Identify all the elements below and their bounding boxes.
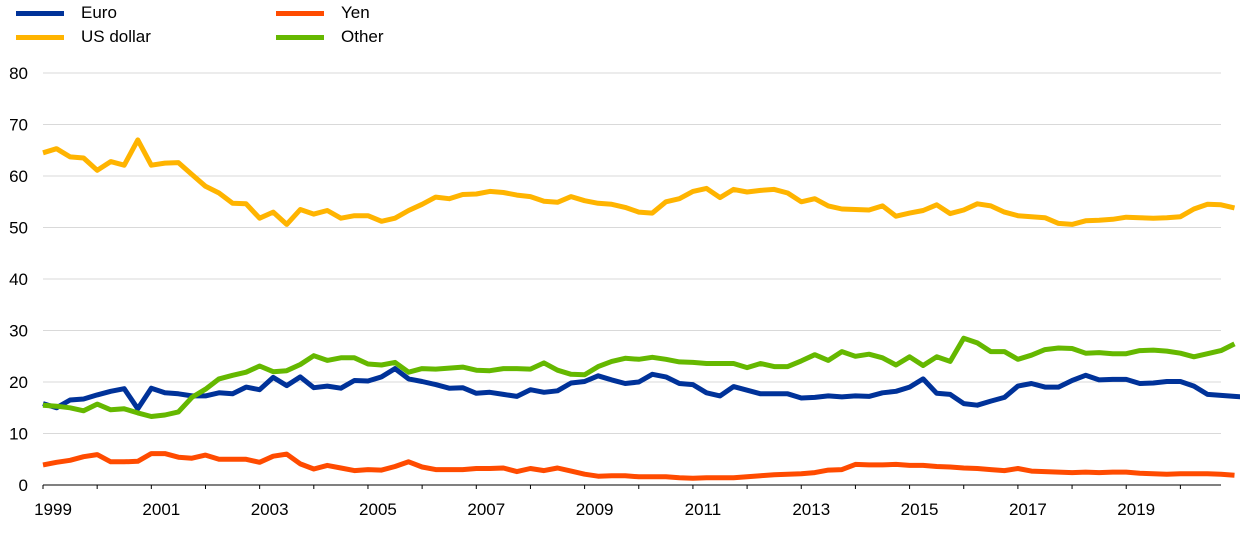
- y-tick-label: 80: [9, 64, 28, 83]
- x-tick-label: 2011: [685, 500, 722, 519]
- legend-item-euro: Euro: [16, 2, 117, 24]
- x-tick-label: 2015: [901, 500, 939, 519]
- x-tick-label: 2013: [792, 500, 830, 519]
- x-tick-label: 2007: [467, 500, 505, 519]
- legend-swatch-other: [276, 34, 324, 40]
- x-tick-label: 2019: [1117, 500, 1155, 519]
- legend-label-yen: Yen: [341, 3, 370, 22]
- x-tick-label: 2009: [576, 500, 614, 519]
- x-tick-label: 2005: [359, 500, 397, 519]
- x-axis: [42, 484, 1221, 489]
- legend-item-us-dollar: US dollar: [16, 26, 151, 48]
- series-line-other: [42, 335, 1236, 419]
- x-tick-label: 2017: [1009, 500, 1047, 519]
- y-axis: 0 10 20 30 40 50 60 70 80: [9, 64, 28, 495]
- series-line-yen: [42, 451, 1235, 481]
- series-lines: [42, 137, 1240, 481]
- legend: Euro US dollar Yen Other: [16, 2, 436, 50]
- legend-label-euro: Euro: [81, 3, 117, 22]
- legend-swatch-yen: [276, 10, 324, 16]
- y-tick-label: 10: [9, 425, 28, 444]
- y-tick-label: 0: [19, 476, 28, 495]
- y-tick-label: 70: [9, 116, 28, 135]
- grid-lines: [43, 72, 1221, 434]
- y-tick-label: 20: [9, 373, 28, 392]
- x-tick-labels: 1999 2001 2003 2005 2007 2009 2011 2013 2015 2017…: [34, 500, 1155, 519]
- legend-swatch-us-dollar: [16, 34, 64, 40]
- y-tick-label: 40: [9, 270, 28, 289]
- legend-item-other: Other: [276, 26, 384, 48]
- legend-item-yen: Yen: [276, 2, 370, 24]
- x-tick-label: 2001: [142, 500, 180, 519]
- y-tick-label: 30: [9, 322, 28, 341]
- legend-label-other: Other: [341, 27, 384, 46]
- series-line-euro: [42, 366, 1240, 412]
- x-tick-label: 2003: [251, 500, 289, 519]
- legend-label-us-dollar: US dollar: [81, 27, 151, 46]
- series-line-us-dollar: [42, 137, 1236, 227]
- y-tick-label: 60: [9, 167, 28, 186]
- y-tick-label: 50: [9, 219, 28, 238]
- x-tick-label: 1999: [34, 500, 72, 519]
- legend-swatch-euro: [16, 10, 64, 16]
